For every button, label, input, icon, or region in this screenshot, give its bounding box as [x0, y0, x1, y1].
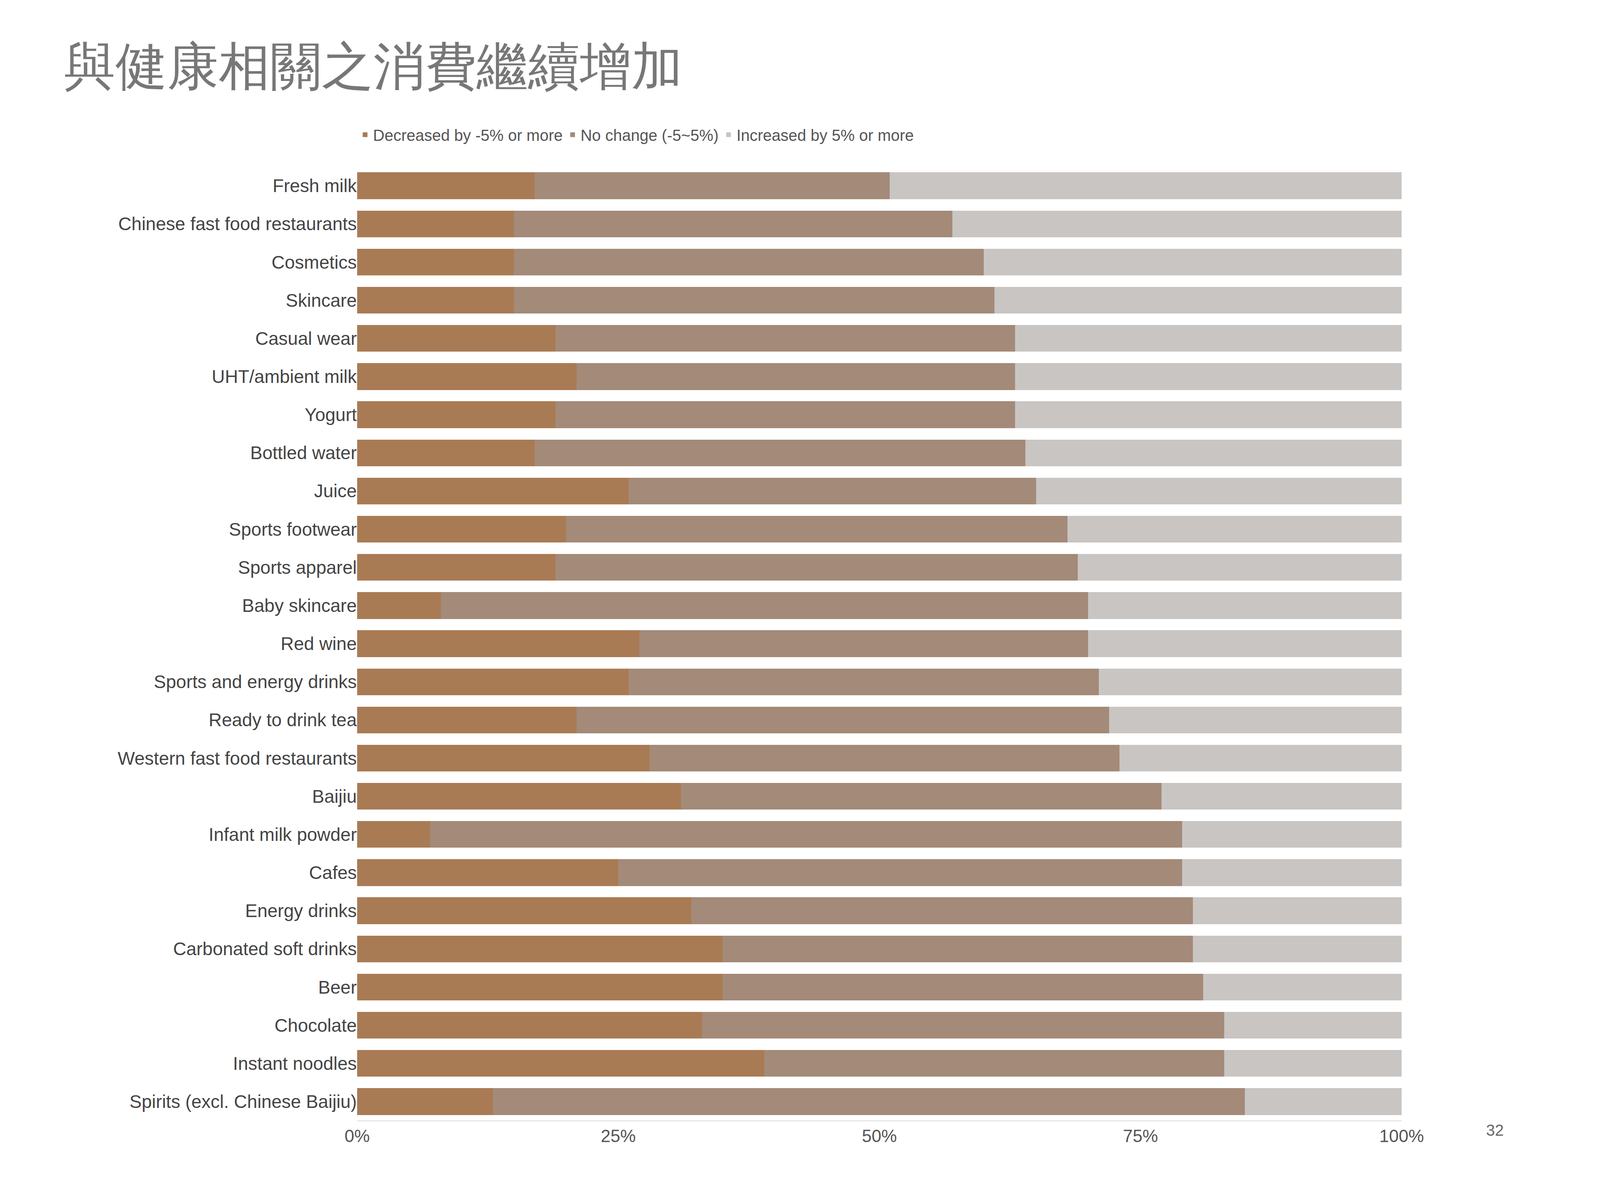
svg-text:Instant noodles: Instant noodles	[232, 1053, 357, 1074]
svg-text:Energy drinks: Energy drinks	[245, 900, 357, 922]
svg-text:Carbonated soft drinks: Carbonated soft drinks	[173, 938, 357, 960]
svg-text:UHT/ambient milk: UHT/ambient milk	[211, 366, 358, 387]
svg-text:Infant milk powder: Infant milk powder	[208, 824, 357, 845]
svg-text:Chocolate: Chocolate	[274, 1015, 357, 1036]
svg-text:0%: 0%	[344, 1126, 370, 1146]
svg-text:Sports apparel: Sports apparel	[238, 557, 357, 578]
svg-text:Ready to drink tea: Ready to drink tea	[208, 709, 358, 731]
svg-text:Chinese fast food restaurants: Chinese fast food restaurants	[118, 213, 357, 235]
svg-text:Increased by 5% or more: Increased by 5% or more	[736, 126, 914, 145]
svg-text:Baijiu: Baijiu	[311, 786, 357, 807]
svg-text:Decreased by -5% or more: Decreased by -5% or more	[373, 126, 563, 145]
svg-text:Sports footwear: Sports footwear	[228, 519, 357, 540]
svg-text:25%: 25%	[600, 1126, 636, 1146]
svg-text:No change (-5~5%): No change (-5~5%)	[580, 126, 719, 145]
svg-text:32: 32	[1486, 1121, 1504, 1139]
svg-text:Fresh milk: Fresh milk	[272, 175, 358, 197]
svg-text:50%: 50%	[861, 1126, 897, 1146]
svg-text:與健康相關之消費繼續增加: 與健康相關之消費繼續增加	[63, 36, 683, 97]
svg-text:Sports and energy drinks: Sports and energy drinks	[153, 671, 357, 693]
svg-text:Western fast food restaurants: Western fast food restaurants	[117, 748, 357, 769]
svg-text:Beer: Beer	[318, 976, 357, 998]
svg-text:Baby skincare: Baby skincare	[242, 595, 357, 616]
svg-text:Skincare: Skincare	[285, 290, 357, 311]
svg-text:100%: 100%	[1379, 1126, 1425, 1146]
svg-text:Juice: Juice	[314, 480, 357, 502]
svg-text:Cafes: Cafes	[309, 862, 357, 883]
svg-text:Bottled water: Bottled water	[250, 442, 357, 464]
svg-text:Casual wear: Casual wear	[255, 328, 357, 349]
svg-text:Red wine: Red wine	[280, 633, 357, 654]
svg-text:Cosmetics: Cosmetics	[271, 251, 357, 273]
svg-text:Spirits (excl. Chinese Baijiu): Spirits (excl. Chinese Baijiu)	[129, 1091, 357, 1112]
svg-text:75%: 75%	[1123, 1126, 1158, 1146]
svg-text:Yogurt: Yogurt	[304, 404, 358, 425]
